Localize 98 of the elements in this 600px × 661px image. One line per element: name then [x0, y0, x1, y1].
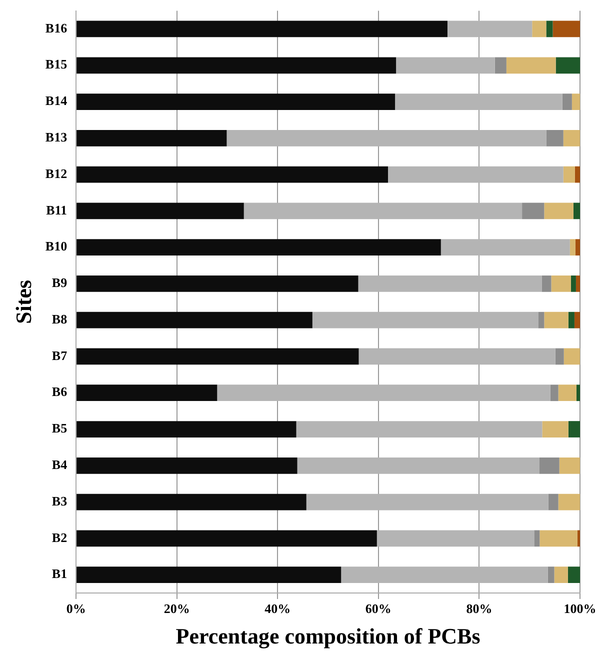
bar — [76, 312, 312, 328]
bar — [572, 94, 580, 110]
y-tick-label: B10 — [45, 238, 68, 254]
bar — [395, 94, 562, 110]
bar — [226, 130, 546, 146]
y-tick-label: B9 — [52, 275, 68, 290]
bar — [341, 566, 548, 583]
bar — [76, 530, 377, 547]
y-tick-label: B1 — [52, 566, 68, 582]
bar — [563, 130, 580, 146]
bar — [575, 239, 580, 256]
bar — [76, 57, 396, 74]
bar — [217, 384, 550, 402]
bar — [358, 348, 556, 365]
bar — [574, 166, 580, 183]
bar — [76, 384, 218, 402]
bar — [548, 566, 554, 583]
x-tick-label: 80% — [466, 601, 492, 616]
y-tick-label: B5 — [52, 420, 68, 436]
bar — [568, 312, 574, 328]
bar — [76, 239, 441, 256]
x-tick-label: 40% — [264, 601, 291, 616]
bar — [447, 20, 532, 38]
bar — [76, 348, 359, 365]
x-axis-title: Percentage composition of PCBs — [176, 623, 481, 648]
bar — [558, 384, 576, 402]
bar — [544, 202, 574, 220]
bar — [76, 421, 296, 438]
bar — [76, 566, 342, 583]
bar — [312, 312, 538, 328]
bar — [532, 20, 546, 38]
bar — [568, 566, 580, 583]
bar — [564, 348, 580, 365]
bar — [244, 202, 522, 220]
bar — [540, 530, 578, 547]
y-tick-label: B16 — [45, 20, 68, 36]
bar — [544, 312, 568, 328]
bar — [296, 421, 542, 438]
bar — [570, 276, 576, 292]
bar — [576, 276, 580, 292]
bar — [76, 457, 298, 474]
bar — [554, 566, 568, 583]
bar — [577, 530, 580, 547]
y-tick-label: B3 — [52, 493, 68, 508]
bar — [546, 20, 553, 38]
bar — [563, 166, 575, 183]
bar — [576, 384, 580, 402]
x-tick-label: 100% — [564, 601, 596, 616]
bar — [570, 239, 576, 256]
y-tick-label: B6 — [52, 384, 68, 400]
y-tick-label: B12 — [45, 166, 68, 181]
bar — [376, 530, 534, 547]
bar — [76, 130, 227, 146]
bar — [388, 166, 564, 183]
bar — [494, 57, 506, 74]
bar — [550, 384, 558, 402]
bar — [506, 57, 556, 74]
y-tick-label: B4 — [52, 457, 68, 472]
bar — [76, 20, 448, 38]
x-tick-label: 60% — [365, 601, 392, 616]
bar — [396, 57, 495, 74]
y-tick-label: B13 — [45, 130, 68, 145]
bar — [76, 94, 396, 110]
bar — [440, 239, 570, 256]
bar — [76, 494, 306, 510]
bar — [558, 494, 580, 510]
bar — [522, 202, 544, 220]
x-tick-label: 0% — [66, 601, 86, 616]
bar — [76, 166, 388, 183]
x-tick-label: 20% — [164, 601, 190, 616]
bar — [542, 276, 552, 292]
bar — [306, 494, 548, 510]
bar — [568, 421, 580, 438]
bar — [552, 20, 580, 38]
bar — [534, 530, 540, 547]
bar — [548, 494, 558, 510]
y-tick-label: B8 — [52, 311, 68, 326]
bar — [358, 276, 542, 292]
y-tick-label: B14 — [45, 93, 68, 108]
bar — [76, 202, 244, 220]
y-tick-label: B2 — [52, 530, 68, 545]
bar — [556, 57, 580, 74]
bar — [555, 348, 564, 365]
y-axis-title: Sites — [10, 279, 36, 324]
bar — [551, 276, 571, 292]
bar — [542, 421, 568, 438]
bar — [574, 312, 580, 328]
bar — [546, 130, 564, 146]
y-tick-label: B11 — [46, 202, 68, 218]
y-tick-label: B15 — [45, 56, 68, 72]
bar — [562, 94, 572, 110]
bar — [539, 457, 560, 474]
bar — [297, 457, 540, 474]
bar — [573, 202, 580, 220]
bar — [538, 312, 544, 328]
y-tick-label: B7 — [52, 348, 68, 363]
bar — [76, 276, 358, 292]
bar — [559, 457, 580, 474]
